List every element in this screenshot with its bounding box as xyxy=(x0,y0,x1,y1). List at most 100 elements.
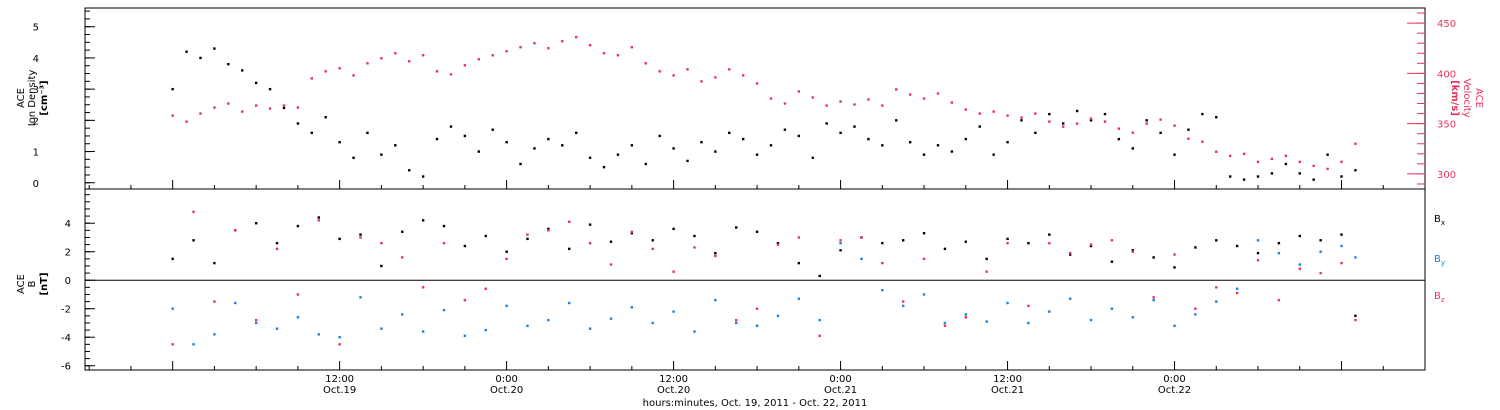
legend-bz: Bz xyxy=(1434,291,1445,304)
bz-point xyxy=(1173,253,1176,256)
velocity-point xyxy=(1159,118,1162,121)
velocity-point xyxy=(574,35,578,39)
bx-point xyxy=(463,244,467,248)
bx-point xyxy=(797,261,801,265)
velocity-point xyxy=(408,60,411,63)
density-point xyxy=(616,153,620,156)
bz-point xyxy=(651,247,654,251)
by-point xyxy=(338,336,341,339)
bz-point xyxy=(1298,267,1301,271)
bz-point xyxy=(860,236,863,239)
density-point xyxy=(630,144,634,147)
velocity-point xyxy=(755,82,759,85)
density-point xyxy=(241,69,244,72)
bz-point xyxy=(1027,304,1030,308)
bz-point xyxy=(776,243,780,246)
velocity-point xyxy=(1117,127,1121,130)
field-tick-label: 2 xyxy=(65,248,71,259)
by-point xyxy=(359,296,362,299)
by-point xyxy=(609,317,613,320)
bx-point xyxy=(693,234,696,238)
plasma-panel-frame xyxy=(84,7,1426,190)
by-point xyxy=(588,327,592,330)
bx-point xyxy=(484,234,487,238)
bx-point xyxy=(1110,260,1114,263)
bx-point xyxy=(651,239,654,242)
date-tick-label: Oct.21 xyxy=(991,385,1024,396)
density-point xyxy=(644,162,647,166)
bx-point xyxy=(630,231,634,235)
bz-point xyxy=(1354,318,1357,322)
density-point xyxy=(1228,175,1232,178)
velocity-point xyxy=(616,54,620,57)
velocity-axis-label-line2: Velocity xyxy=(1461,78,1472,117)
velocity-point xyxy=(978,112,981,115)
velocity-point xyxy=(839,100,842,103)
by-point xyxy=(380,327,383,330)
density-point xyxy=(1270,172,1274,175)
density-point xyxy=(1131,147,1134,150)
by-point xyxy=(254,321,258,325)
velocity-point xyxy=(1284,154,1288,158)
density-axis-label-line3: [cm⁻³] xyxy=(39,80,50,115)
velocity-point xyxy=(227,102,230,105)
bx-point xyxy=(1194,246,1197,249)
by-point xyxy=(213,333,216,336)
bx-point xyxy=(359,233,362,236)
by-point xyxy=(1298,263,1301,266)
by-point xyxy=(234,301,237,305)
bz-point xyxy=(526,233,529,236)
density-tick-label: 1 xyxy=(33,148,39,159)
density-point xyxy=(268,87,272,91)
by-point xyxy=(881,288,884,292)
by-point xyxy=(401,313,404,316)
velocity-tick-label: 450 xyxy=(1437,19,1456,30)
bx-point xyxy=(547,227,550,231)
density-point xyxy=(1354,169,1357,172)
density-point xyxy=(477,150,480,153)
density-point xyxy=(185,50,188,53)
magnetic-field-panel: 4 2 0 -2 -4 -6 ACE B [nT] Bx By Bz xyxy=(16,188,1445,373)
density-point xyxy=(1201,112,1204,116)
bx-point xyxy=(1048,233,1051,236)
density-point xyxy=(394,144,397,147)
magnetic-field-panel-ticks: 4 2 0 -2 -4 -6 xyxy=(61,194,1425,373)
bz-point xyxy=(797,236,801,239)
velocity-point xyxy=(1242,152,1246,156)
by-point xyxy=(526,324,529,328)
bz-point xyxy=(192,210,195,214)
by-point xyxy=(463,334,467,337)
by-point xyxy=(1354,256,1357,259)
bx-point xyxy=(275,241,279,245)
by-point xyxy=(1068,297,1072,300)
field-axis-label-line3: [nT] xyxy=(39,272,50,295)
density-point xyxy=(547,137,550,141)
bz-point xyxy=(1277,298,1281,302)
bx-point xyxy=(1277,241,1281,245)
density-point xyxy=(839,131,842,135)
velocity-point xyxy=(449,73,453,76)
bx-point xyxy=(401,230,404,233)
bx-point xyxy=(1354,314,1357,318)
velocity-point xyxy=(282,104,286,107)
velocity-point xyxy=(1215,150,1218,153)
density-tick-label: 2 xyxy=(33,116,39,127)
velocity-point xyxy=(463,64,467,67)
velocity-point xyxy=(1256,160,1260,164)
velocity-point xyxy=(672,74,675,77)
density-point xyxy=(755,153,759,156)
bx-point xyxy=(317,216,320,219)
density-point xyxy=(769,144,773,147)
velocity-point xyxy=(895,88,898,91)
bx-point xyxy=(1027,241,1030,245)
velocity-point xyxy=(519,46,522,49)
bx-point xyxy=(568,247,571,251)
by-point xyxy=(421,330,425,333)
by-point xyxy=(568,301,571,305)
density-point xyxy=(797,134,801,138)
density-point xyxy=(811,156,814,159)
plasma-panel: 5 4 3 2 1 0 450 400 350 300 ACE Ion Density [cm⁻³… xyxy=(16,7,1484,190)
density-point xyxy=(310,131,314,135)
density-point xyxy=(1242,178,1246,181)
density-point xyxy=(588,156,592,159)
